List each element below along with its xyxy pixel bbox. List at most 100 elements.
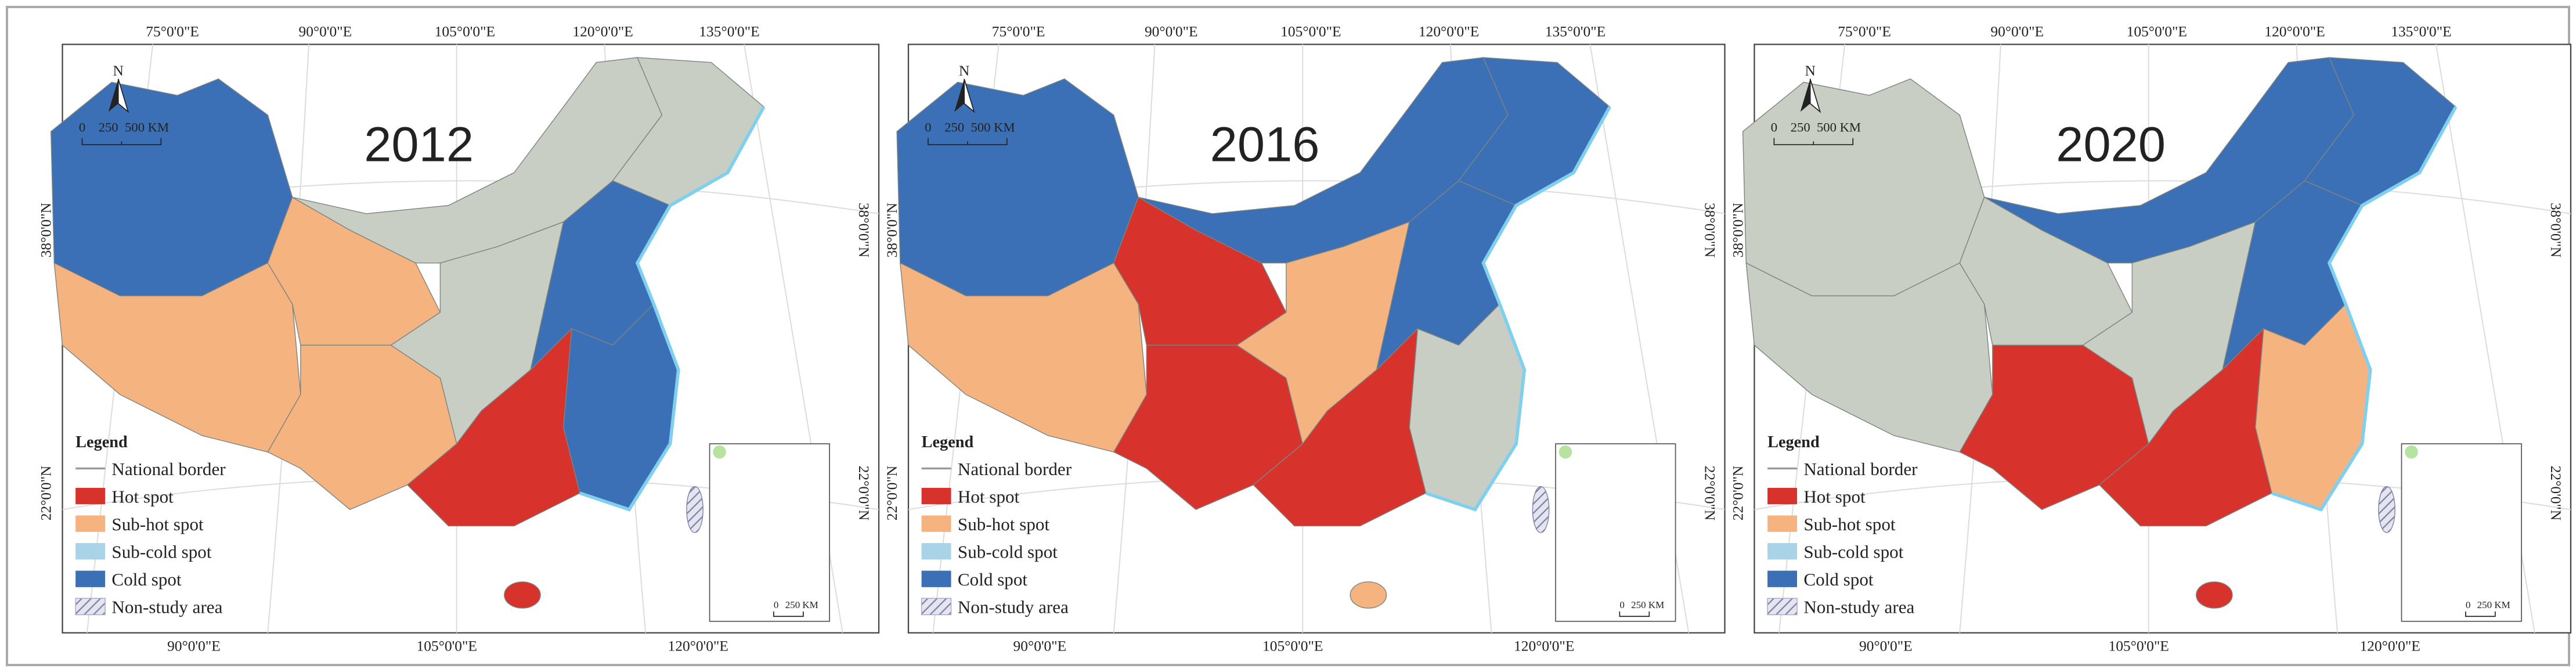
latitude-label: 38°0'0"N: [38, 203, 55, 258]
scale-label: 250: [944, 120, 964, 134]
legend-label: National border: [958, 459, 1072, 479]
province-region: [50, 78, 293, 297]
legend-label: Non-study area: [1803, 597, 1914, 617]
inset-scale-label: 250 KM: [2477, 599, 2510, 610]
legend-label: Sub-hot spot: [111, 514, 204, 534]
legend-label: Sub-cold spot: [958, 542, 1058, 562]
year-label: 2020: [2056, 116, 2166, 171]
year-label: 2016: [1210, 116, 1320, 171]
longitude-label: 105°0'0"E: [1280, 23, 1341, 39]
legend-swatch: [1767, 515, 1798, 532]
longitude-label: 105°0'0"E: [435, 23, 495, 39]
scale-bar: [1773, 138, 1854, 145]
map-panel: 0 250 KM 2016 N 0 250 500 KM 75°0'0"E 90°0'0"E 10…: [883, 23, 1726, 655]
latitude-label: 38°0'0"N: [2548, 203, 2564, 258]
longitude-label: 120°0'0"E: [668, 638, 728, 655]
longitude-label: 90°0'0"E: [167, 638, 221, 655]
north-label: N: [959, 62, 969, 79]
longitude-label: 135°0'0"E: [1545, 23, 1606, 39]
legend-label: National border: [1803, 459, 1918, 479]
scale-label: 0: [925, 120, 931, 134]
longitude-label: 105°0'0"E: [2127, 23, 2187, 39]
legend-label: Cold spot: [1803, 569, 1874, 590]
scale-label: 500 KM: [1817, 120, 1861, 134]
non-study-area: [686, 486, 703, 533]
legend-label: Hot spot: [958, 486, 1020, 506]
north-arrow: [1809, 78, 1821, 113]
latitude-label: 22°0'0"N: [856, 466, 872, 521]
scale-label: 500 KM: [125, 120, 169, 134]
coastline: [1425, 106, 1611, 512]
longitude-label: 90°0'0"E: [1013, 638, 1067, 655]
legend-swatch: [1767, 570, 1798, 587]
legend-label: Sub-cold spot: [111, 542, 211, 562]
legend-swatch: [75, 598, 106, 616]
province-region: [2098, 328, 2272, 527]
legend-label: Cold spot: [111, 569, 182, 590]
longitude-label: 120°0'0"E: [572, 23, 633, 39]
non-study-area: [2378, 486, 2395, 533]
legend-label: Cold spot: [958, 569, 1028, 590]
inset-scale-bar: [1619, 611, 1650, 617]
legend-swatch: [921, 487, 951, 505]
hainan-region: [504, 581, 541, 609]
north-arrow: [117, 78, 129, 113]
legend-swatch: [1767, 487, 1798, 505]
longitude-label: 90°0'0"E: [299, 23, 352, 39]
province-region: [1742, 78, 1985, 297]
coastline: [579, 106, 766, 512]
inset-scale-bar: [2465, 611, 2496, 617]
legend-label: Hot spot: [1803, 486, 1866, 506]
legend-swatch: [75, 543, 106, 560]
scale-label: 250: [99, 120, 118, 134]
longitude-label: 90°0'0"E: [1859, 638, 1913, 655]
north-label: N: [113, 62, 124, 79]
legend-label: Hot spot: [111, 486, 174, 506]
year-label: 2012: [364, 116, 474, 171]
legend-label: Sub-cold spot: [1803, 542, 1903, 562]
inset-scale-label: 250 KM: [1631, 599, 1664, 610]
inset-scale-label: 250 KM: [785, 599, 818, 610]
legend-swatch: [921, 543, 951, 560]
legend-swatch: [921, 515, 951, 532]
province-region: [406, 328, 580, 527]
longitude-label: 135°0'0"E: [2391, 23, 2451, 39]
inset-frame: [2401, 443, 2522, 622]
legend-title: Legend: [1767, 433, 1820, 451]
hainan-region: [1350, 581, 1387, 609]
longitude-label: 105°0'0"E: [1262, 638, 1323, 655]
legend-swatch: [921, 570, 951, 587]
longitude-label: 75°0'0"E: [992, 23, 1045, 39]
longitude-label: 120°0'0"E: [2264, 23, 2325, 39]
legend-swatch: [1767, 543, 1798, 560]
legend-swatch: [75, 570, 106, 587]
inset-island: [713, 445, 726, 459]
longitude-label: 75°0'0"E: [146, 23, 199, 39]
scale-bar: [81, 138, 162, 145]
latitude-label: 38°0'0"N: [1730, 203, 1747, 258]
inset-frame: [709, 443, 830, 622]
latitude-label: 38°0'0"N: [883, 203, 900, 258]
longitude-label: 120°0'0"E: [1419, 23, 1479, 39]
north-arrow: [964, 78, 975, 113]
province-region: [896, 78, 1139, 297]
legend-label: Non-study area: [958, 597, 1069, 617]
scale-label: 0: [79, 120, 85, 134]
longitude-label: 105°0'0"E: [417, 638, 477, 655]
legend-title: Legend: [922, 433, 974, 451]
non-study-area: [1532, 486, 1550, 533]
legend-swatch: [1767, 598, 1798, 616]
latitude-label: 22°0'0"N: [38, 466, 55, 521]
latitude-label: 38°0'0"N: [856, 203, 872, 258]
longitude-label: 120°0'0"E: [1514, 638, 1574, 655]
legend-swatch: [75, 515, 106, 532]
longitude-label: 75°0'0"E: [1838, 23, 1891, 39]
inset-scale-label: 0: [2466, 599, 2470, 610]
latitude-label: 38°0'0"N: [1702, 203, 1719, 258]
latitude-label: 22°0'0"N: [2548, 466, 2564, 521]
legend-label: National border: [111, 459, 226, 479]
inset-frame: [1555, 443, 1676, 622]
longitude-label: 135°0'0"E: [699, 23, 759, 39]
scale-label: 0: [1771, 120, 1777, 134]
